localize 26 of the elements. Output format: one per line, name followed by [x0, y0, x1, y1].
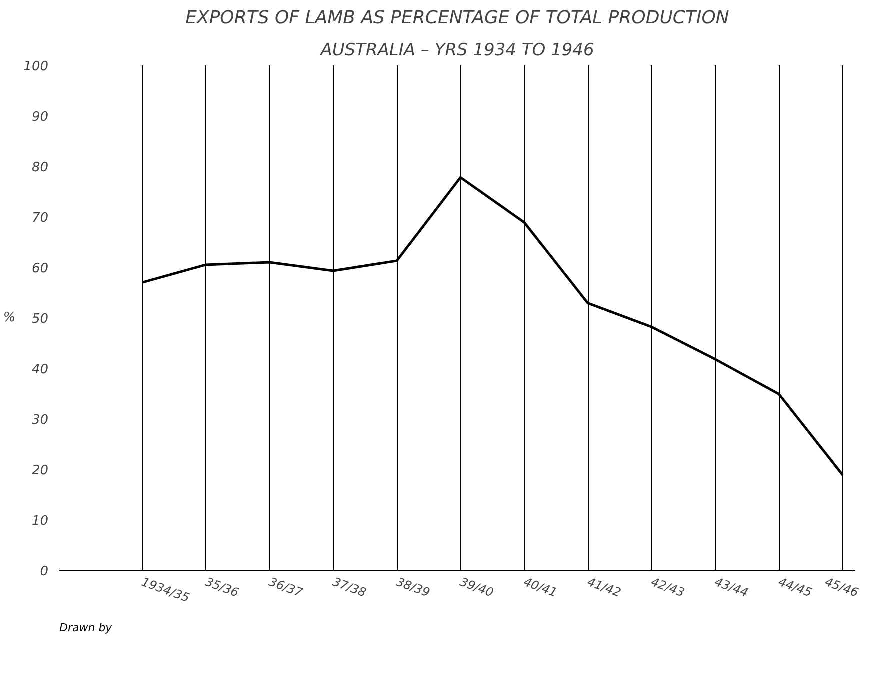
y-tick-label: 80: [32, 160, 49, 176]
y-tick-label: 100: [24, 60, 49, 74]
y-tick-label: 10: [32, 514, 49, 529]
y-axis-title: %: [3, 310, 16, 326]
x-tick-label: 42/43: [649, 574, 687, 600]
x-tick-label: 44/45: [776, 574, 814, 600]
x-tick-label: 36/37: [267, 574, 305, 600]
y-tick-label: 50: [32, 312, 49, 327]
x-tick-label: 38/39: [394, 574, 432, 600]
x-tick-label: 43/44: [713, 574, 750, 600]
y-tick-label: 20: [32, 464, 49, 478]
chart-subtitle: AUSTRALIA – YRS 1934 TO 1946: [320, 40, 594, 60]
text: Drawn by: [60, 622, 113, 634]
y-tick-label: 0: [40, 564, 49, 580]
y-tick-label: 30: [32, 413, 49, 428]
y-tick-label: 40: [32, 362, 49, 378]
x-tick-label: 37/38: [330, 574, 369, 600]
x-tick-label: 39/40: [458, 574, 496, 600]
x-tick-label: 41/42: [586, 574, 623, 600]
y-tick-label: 60: [32, 262, 49, 276]
y-tick-label: 70: [32, 211, 49, 226]
x-tick-label: 45/46: [823, 574, 861, 600]
chart-title: EXPORTS OF LAMB AS PERCENTAGE OF TOTAL PRODUCTION: [186, 8, 730, 28]
x-tick-label: 35/36: [204, 574, 242, 600]
x-tick-label: 40/41: [522, 574, 560, 600]
y-tick-label: 90: [32, 110, 49, 125]
